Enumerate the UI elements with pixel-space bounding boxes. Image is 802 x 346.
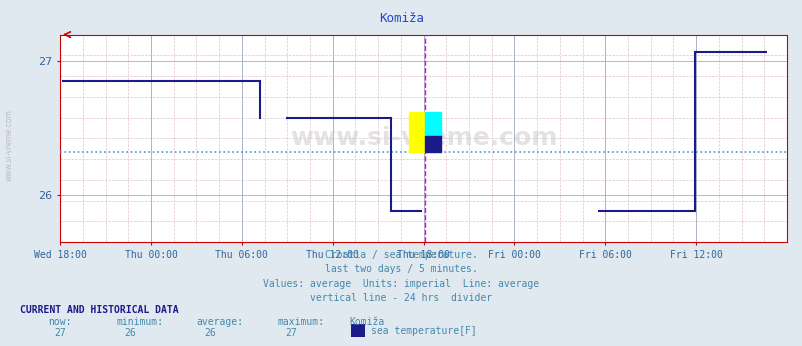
Text: vertical line - 24 hrs  divider: vertical line - 24 hrs divider bbox=[310, 293, 492, 303]
Text: 27: 27 bbox=[55, 328, 67, 338]
Text: 27: 27 bbox=[285, 328, 297, 338]
Text: minimum:: minimum: bbox=[116, 317, 164, 327]
Text: now:: now: bbox=[48, 317, 71, 327]
Text: www.si-vreme.com: www.si-vreme.com bbox=[290, 126, 557, 151]
Bar bbox=[424, 136, 440, 153]
Text: Croatia / sea temperature.: Croatia / sea temperature. bbox=[325, 250, 477, 260]
Text: www.si-vreme.com: www.si-vreme.com bbox=[5, 109, 14, 181]
Text: 26: 26 bbox=[124, 328, 136, 338]
Text: CURRENT AND HISTORICAL DATA: CURRENT AND HISTORICAL DATA bbox=[20, 305, 179, 315]
Text: Values: average  Units: imperial  Line: average: Values: average Units: imperial Line: av… bbox=[263, 279, 539, 289]
Text: last two days / 5 minutes.: last two days / 5 minutes. bbox=[325, 264, 477, 274]
Text: Komiža: Komiža bbox=[349, 317, 384, 327]
Text: sea temperature[F]: sea temperature[F] bbox=[371, 326, 476, 336]
Text: Komiža: Komiža bbox=[379, 12, 423, 26]
Text: 26: 26 bbox=[205, 328, 217, 338]
Text: maximum:: maximum: bbox=[277, 317, 324, 327]
Text: average:: average: bbox=[196, 317, 244, 327]
Bar bbox=[424, 112, 440, 136]
Bar bbox=[408, 112, 424, 153]
